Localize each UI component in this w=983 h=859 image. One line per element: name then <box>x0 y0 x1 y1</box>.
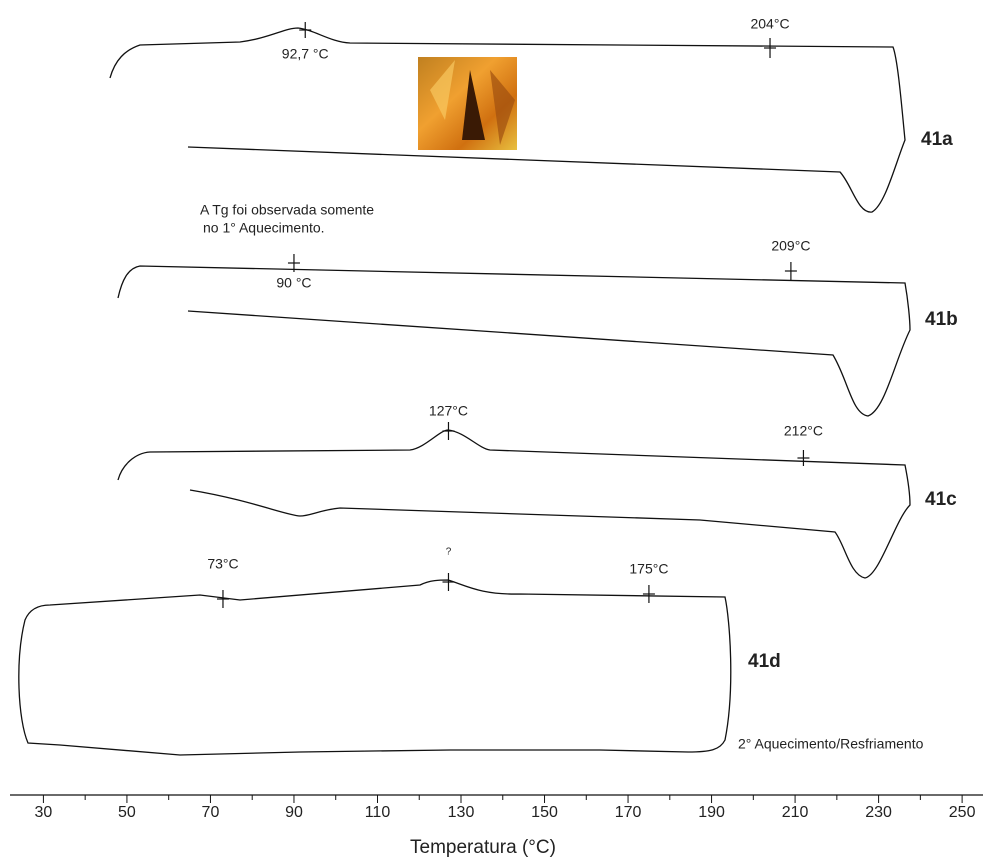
x-tick-label: 110 <box>365 804 391 821</box>
marker-label: 90 °C <box>276 275 311 291</box>
marker-label: 127°C <box>429 403 468 419</box>
marker-label: 204°C <box>750 16 789 32</box>
marker-label: ? <box>446 547 452 558</box>
marker-label: 92,7 °C <box>282 46 329 62</box>
curve-41a <box>109 27 906 213</box>
x-tick-label: 250 <box>949 804 976 821</box>
x-tick-label: 190 <box>698 804 725 821</box>
thumbnail <box>418 57 517 150</box>
marker-label: 175°C <box>629 561 668 577</box>
x-tick-label: 150 <box>531 804 558 821</box>
annotation: 2° Aquecimento/Resfriamento <box>738 736 924 752</box>
curve-41d <box>18 579 732 756</box>
curve-label: 41a <box>921 129 953 150</box>
x-axis-label: Temperatura (°C) <box>410 837 556 858</box>
x-tick-label: 30 <box>35 804 53 821</box>
x-tick-label: 210 <box>782 804 809 821</box>
marker-label: 209°C <box>771 238 810 254</box>
x-tick-label: 90 <box>285 804 303 821</box>
x-tick-label: 70 <box>202 804 220 821</box>
curve-label: 41c <box>925 489 957 510</box>
x-tick-label: 130 <box>448 804 475 821</box>
curve-label: 41b <box>925 309 958 330</box>
x-tick-label: 230 <box>865 804 892 821</box>
annotation: no 1° Aquecimento. <box>203 220 325 236</box>
marker-label: 212°C <box>784 423 823 439</box>
x-tick-label: 170 <box>615 804 642 821</box>
curve-label: 41d <box>748 651 781 672</box>
x-tick-label: 50 <box>118 804 136 821</box>
curve-41c <box>117 429 911 579</box>
marker-label: 73°C <box>207 556 238 572</box>
curve-41b <box>117 265 911 417</box>
annotation: A Tg foi observada somente <box>200 202 374 218</box>
